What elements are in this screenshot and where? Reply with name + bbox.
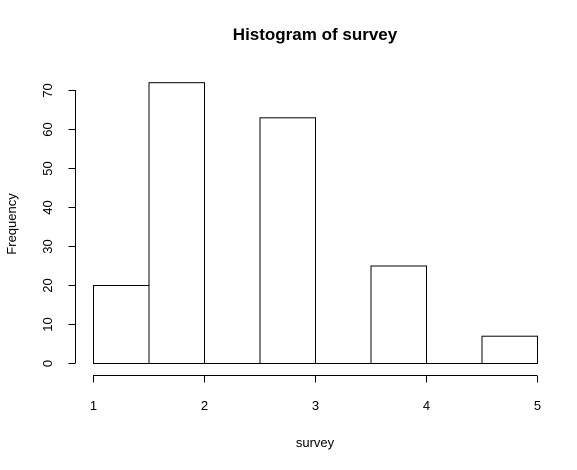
chart-title: Histogram of survey — [233, 25, 398, 44]
y-tick-label: 60 — [40, 122, 55, 136]
histogram-bar — [481, 335, 538, 365]
histogram-bar — [370, 265, 427, 364]
x-tick-label: 3 — [312, 398, 319, 413]
y-tick-label: 70 — [40, 83, 55, 97]
y-tick-label: 10 — [40, 317, 55, 331]
x-tick-label: 1 — [90, 398, 97, 413]
y-tick-label: 20 — [40, 278, 55, 292]
x-tick-label: 2 — [201, 398, 208, 413]
histogram-bar — [148, 82, 205, 364]
x-tick-label: 4 — [423, 398, 430, 413]
y-tick-label: 50 — [40, 161, 55, 175]
x-axis: 1 2 3 4 5 — [90, 375, 541, 413]
x-axis-label: survey — [296, 435, 335, 450]
y-axis: 0 10 20 30 40 50 60 70 — [40, 83, 76, 367]
histogram-bar — [93, 285, 150, 364]
y-tick-label: 0 — [40, 360, 55, 367]
x-tick-label: 5 — [534, 398, 541, 413]
y-tick-label: 40 — [40, 200, 55, 214]
y-tick-label: 30 — [40, 239, 55, 253]
histogram-bar — [259, 117, 316, 364]
bars-layer — [93, 82, 538, 365]
y-axis-label: Frequency — [4, 193, 19, 255]
